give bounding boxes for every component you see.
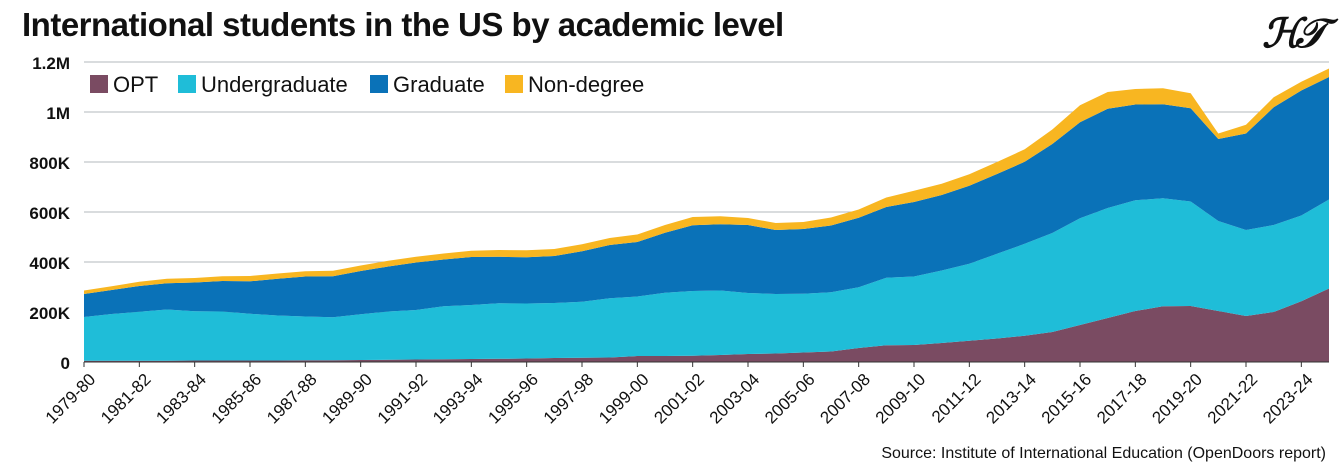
- source-note: Source: Institute of International Educa…: [881, 445, 1326, 462]
- area-series: [84, 68, 1329, 362]
- x-tick-label: 1987-88: [263, 370, 321, 428]
- ht-logo: ℋ𝒯: [1262, 10, 1326, 57]
- x-tick-label: 1983-84: [152, 370, 210, 428]
- y-tick-label: 1M: [46, 104, 70, 123]
- x-tick-label: 2013-14: [982, 370, 1040, 428]
- x-tick-label: 2021-22: [1204, 370, 1262, 428]
- x-tick-label: 2001-02: [650, 370, 708, 428]
- y-tick-label: 200K: [29, 304, 70, 323]
- area-undergraduate: [84, 198, 1329, 361]
- x-tick-label: 2019-20: [1148, 370, 1206, 428]
- y-tick-label: 1.2M: [32, 54, 70, 73]
- x-tick-label: 2005-06: [761, 370, 819, 428]
- y-axis: 0 200K 400K 600K 800K 1M 1.2M: [29, 54, 70, 373]
- legend-label: Non-degree: [528, 72, 644, 97]
- area-graduate: [84, 77, 1329, 318]
- legend-swatch: [370, 75, 388, 93]
- x-tick-label: 1989-90: [318, 370, 376, 428]
- x-tick-label: 1999-00: [595, 370, 653, 428]
- x-tick-label: 2017-18: [1093, 370, 1151, 428]
- y-tick-label: 800K: [29, 154, 70, 173]
- x-tick-label: 1985-86: [208, 370, 266, 428]
- x-tick-label: 1993-94: [429, 370, 487, 428]
- x-tick-label: 1981-82: [97, 370, 155, 428]
- legend: OPT Undergraduate Graduate Non-degree: [90, 72, 644, 97]
- legend-swatch: [90, 75, 108, 93]
- area-opt: [84, 288, 1329, 362]
- legend-label: Graduate: [393, 72, 485, 97]
- x-axis: 1979-801981-821983-841985-861987-881989-…: [42, 361, 1329, 428]
- x-tick-label: 2023-24: [1259, 370, 1317, 428]
- x-tick-label: 2015-16: [1038, 370, 1096, 428]
- legend-swatch: [178, 75, 196, 93]
- y-tick-label: 0: [61, 354, 70, 373]
- y-tick-label: 600K: [29, 204, 70, 223]
- legend-swatch: [505, 75, 523, 93]
- x-tick-label: 2009-10: [872, 370, 930, 428]
- x-tick-label: 1979-80: [42, 370, 100, 428]
- x-tick-label: 2003-04: [706, 370, 764, 428]
- y-tick-label: 400K: [29, 254, 70, 273]
- x-tick-label: 2007-08: [816, 370, 874, 428]
- x-tick-label: 1995-96: [484, 370, 542, 428]
- x-tick-label: 1991-92: [374, 370, 432, 428]
- legend-label: OPT: [113, 72, 158, 97]
- legend-label: Undergraduate: [201, 72, 348, 97]
- x-tick-label: 1997-98: [540, 370, 598, 428]
- chart-title: International students in the US by acad…: [22, 6, 784, 43]
- x-tick-label: 2011-12: [928, 370, 985, 427]
